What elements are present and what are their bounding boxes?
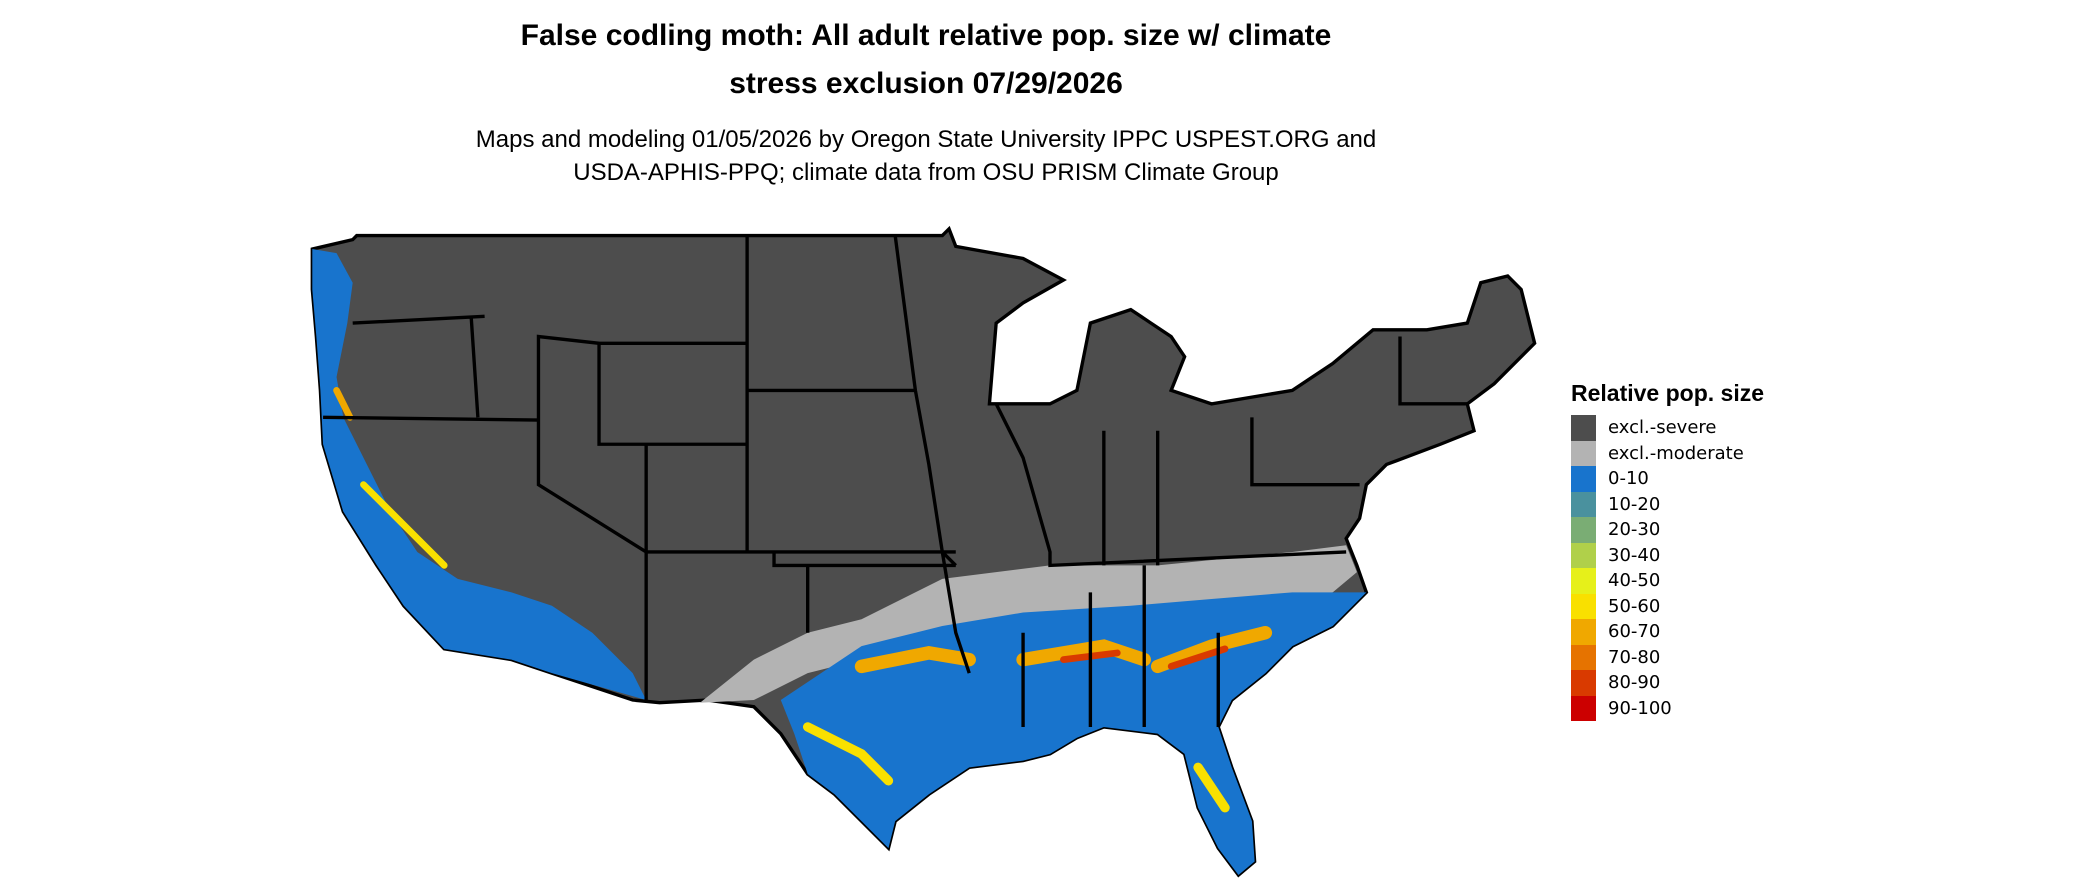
subtitle-line1: Maps and modeling 01/05/2026 by Oregon S… xyxy=(475,126,1377,153)
legend-item: 90-100 xyxy=(1571,695,1764,721)
legend-item: excl.-moderate xyxy=(1571,440,1764,466)
legend-label: 60-70 xyxy=(1608,621,1661,643)
legend-item: 0-10 xyxy=(1571,466,1764,492)
map-title-line2: stress exclusion 07/29/2026 xyxy=(729,67,1123,100)
legend-swatch xyxy=(1571,542,1596,568)
legend-label: 80-90 xyxy=(1608,672,1661,694)
legend-label: 90-100 xyxy=(1608,697,1672,719)
legend-swatch xyxy=(1571,517,1596,543)
legend-label: 50-60 xyxy=(1608,595,1661,617)
legend: Relative pop. size excl.-severe excl.-mod… xyxy=(1571,380,1764,721)
legend-swatch xyxy=(1571,491,1596,517)
legend-label: 0-10 xyxy=(1608,468,1649,490)
legend-swatch xyxy=(1571,415,1596,441)
state-borders xyxy=(323,235,1468,727)
legend-label: excl.-severe xyxy=(1608,417,1717,439)
legend-label: 40-50 xyxy=(1608,570,1661,592)
excluded-moderate-region xyxy=(700,545,1357,703)
legend-item: 80-90 xyxy=(1571,670,1764,696)
legend-item: 70-80 xyxy=(1571,644,1764,670)
legend-item: excl.-severe xyxy=(1571,415,1764,441)
legend-item: 10-20 xyxy=(1571,491,1764,517)
legend-swatch xyxy=(1571,695,1596,721)
low-pop-region-west xyxy=(312,249,647,701)
legend-item: 50-60 xyxy=(1571,593,1764,619)
legend-swatch xyxy=(1571,670,1596,696)
legend-label: 20-30 xyxy=(1608,519,1661,541)
legend-label: 30-40 xyxy=(1608,544,1661,566)
legend-swatch xyxy=(1571,466,1596,492)
legend-swatch xyxy=(1571,619,1596,645)
legend-swatch xyxy=(1571,568,1596,594)
legend-title: Relative pop. size xyxy=(1571,380,1765,406)
legend-swatch xyxy=(1571,644,1596,670)
high-pop-hotspots xyxy=(333,387,1273,813)
legend-label: excl.-moderate xyxy=(1608,442,1744,464)
legend-item: 20-30 xyxy=(1571,517,1764,543)
legend-swatch xyxy=(1571,440,1596,466)
legend-label: 10-20 xyxy=(1608,493,1661,515)
subtitle-line2: USDA-APHIS-PPQ; climate data from OSU PR… xyxy=(573,159,1279,186)
map-title-line1: False codling moth: All adult relative p… xyxy=(520,19,1332,52)
legend-label: 70-80 xyxy=(1608,646,1661,668)
legend-item: 60-70 xyxy=(1571,619,1764,645)
legend-item: 30-40 xyxy=(1571,542,1764,568)
legend-swatch xyxy=(1571,593,1596,619)
legend-item: 40-50 xyxy=(1571,568,1764,594)
